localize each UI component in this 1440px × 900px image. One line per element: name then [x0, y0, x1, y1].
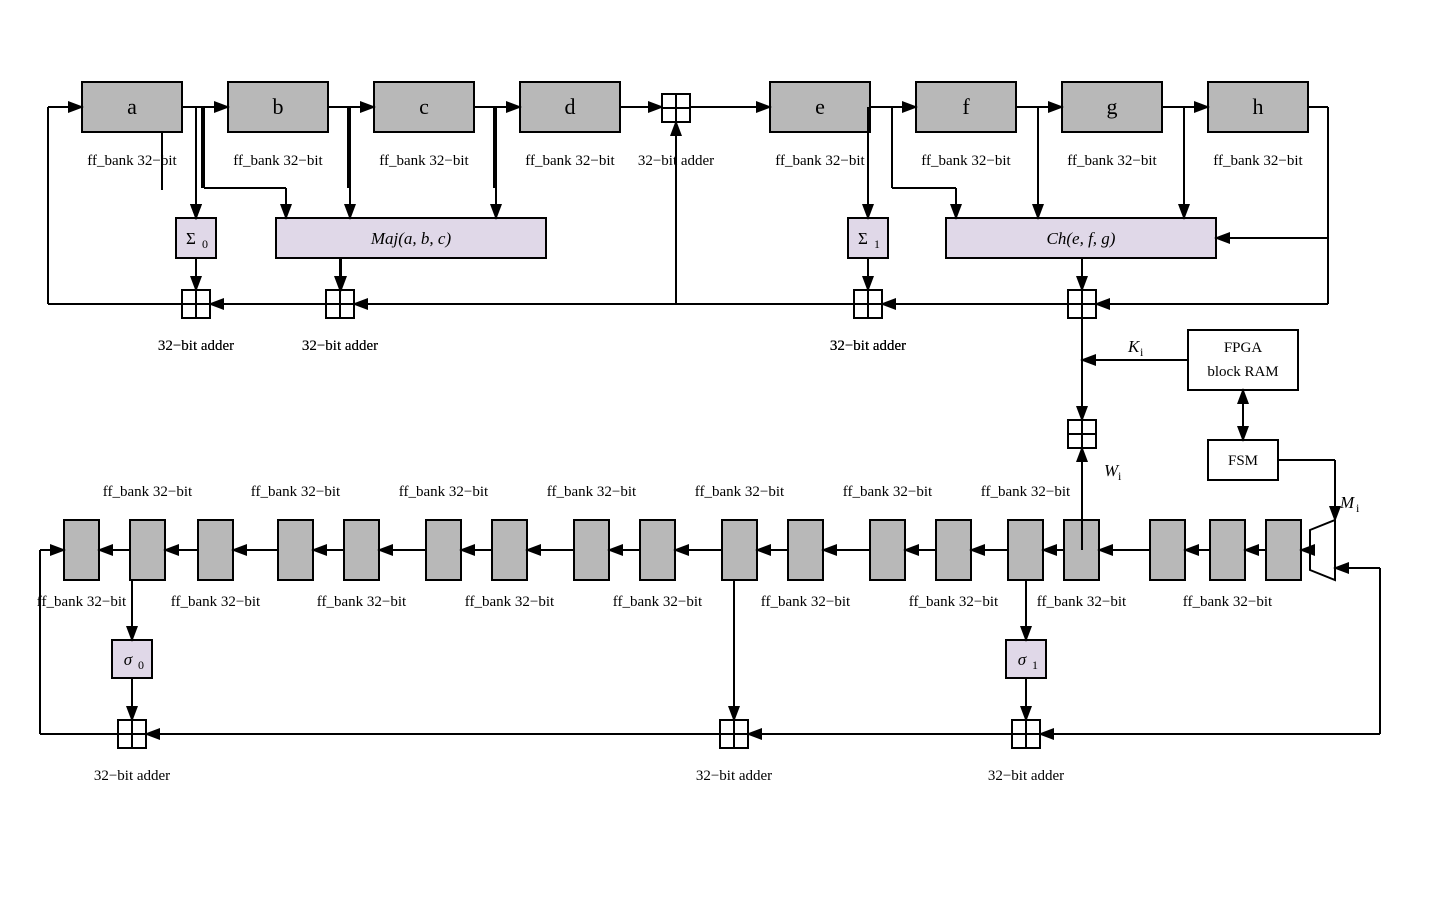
svg-text:Σ: Σ [858, 229, 868, 248]
svg-text:FPGA: FPGA [1224, 340, 1263, 356]
svg-text:c: c [419, 94, 429, 119]
svg-text:g: g [1107, 94, 1118, 119]
svg-text:ff_bank 32−bit: ff_bank 32−bit [695, 484, 785, 500]
svg-text:ff_bank 32−bit: ff_bank 32−bit [399, 484, 489, 500]
svg-text:f: f [962, 94, 970, 119]
svg-text:K: K [1127, 337, 1141, 356]
svg-text:ff_bank 32−bit: ff_bank 32−bit [525, 153, 615, 169]
svg-text:ff_bank 32−bit: ff_bank 32−bit [921, 153, 1011, 169]
svg-text:ff_bank 32−bit: ff_bank 32−bit [1067, 153, 1157, 169]
svg-text:32−bit adder: 32−bit adder [988, 768, 1064, 784]
svg-text:σ: σ [124, 650, 133, 669]
svg-text:Ch(e, f, g): Ch(e, f, g) [1047, 229, 1116, 248]
svg-text:M: M [1339, 493, 1355, 512]
svg-text:ff_bank 32−bit: ff_bank 32−bit [171, 594, 261, 610]
svg-text:1: 1 [874, 237, 880, 251]
svg-text:32−bit adder: 32−bit adder [158, 338, 234, 354]
svg-text:ff_bank 32−bit: ff_bank 32−bit [1213, 153, 1303, 169]
svg-text:ff_bank 32−bit: ff_bank 32−bit [981, 484, 1071, 500]
svg-text:ff_bank 32−bit: ff_bank 32−bit [761, 594, 851, 610]
svg-text:Maj(a, b, c): Maj(a, b, c) [370, 229, 452, 248]
svg-text:ff_bank 32−bit: ff_bank 32−bit [251, 484, 341, 500]
svg-text:32−bit adder: 32−bit adder [94, 768, 170, 784]
svg-text:ff_bank 32−bit: ff_bank 32−bit [843, 484, 933, 500]
svg-text:ff_bank 32−bit: ff_bank 32−bit [613, 594, 703, 610]
svg-text:σ: σ [1018, 650, 1027, 669]
svg-text:d: d [565, 94, 576, 119]
svg-text:ff_bank 32−bit: ff_bank 32−bit [909, 594, 999, 610]
svg-text:ff_bank 32−bit: ff_bank 32−bit [87, 153, 177, 169]
svg-text:h: h [1253, 94, 1264, 119]
svg-text:block RAM: block RAM [1207, 364, 1278, 380]
svg-text:0: 0 [202, 237, 208, 251]
svg-text:ff_bank 32−bit: ff_bank 32−bit [1183, 594, 1273, 610]
svg-text:a: a [127, 94, 137, 119]
svg-text:FSM: FSM [1228, 453, 1258, 469]
svg-text:e: e [815, 94, 825, 119]
svg-text:1: 1 [1032, 658, 1038, 672]
svg-text:ff_bank 32−bit: ff_bank 32−bit [379, 153, 469, 169]
svg-text:ff_bank 32−bit: ff_bank 32−bit [317, 594, 407, 610]
svg-text:ff_bank 32−bit: ff_bank 32−bit [37, 594, 127, 610]
svg-text:b: b [273, 94, 284, 119]
svg-text:ff_bank 32−bit: ff_bank 32−bit [233, 153, 323, 169]
svg-text:ff_bank 32−bit: ff_bank 32−bit [775, 153, 865, 169]
svg-text:32−bit adder: 32−bit adder [302, 338, 378, 354]
svg-text:32−bit adder: 32−bit adder [696, 768, 772, 784]
svg-text:0: 0 [138, 658, 144, 672]
svg-text:32−bit adder: 32−bit adder [830, 338, 906, 354]
svg-text:ff_bank 32−bit: ff_bank 32−bit [1037, 594, 1127, 610]
svg-text:Σ: Σ [186, 229, 196, 248]
svg-text:ff_bank 32−bit: ff_bank 32−bit [465, 594, 555, 610]
svg-text:ff_bank 32−bit: ff_bank 32−bit [103, 484, 193, 500]
svg-text:ff_bank 32−bit: ff_bank 32−bit [547, 484, 637, 500]
